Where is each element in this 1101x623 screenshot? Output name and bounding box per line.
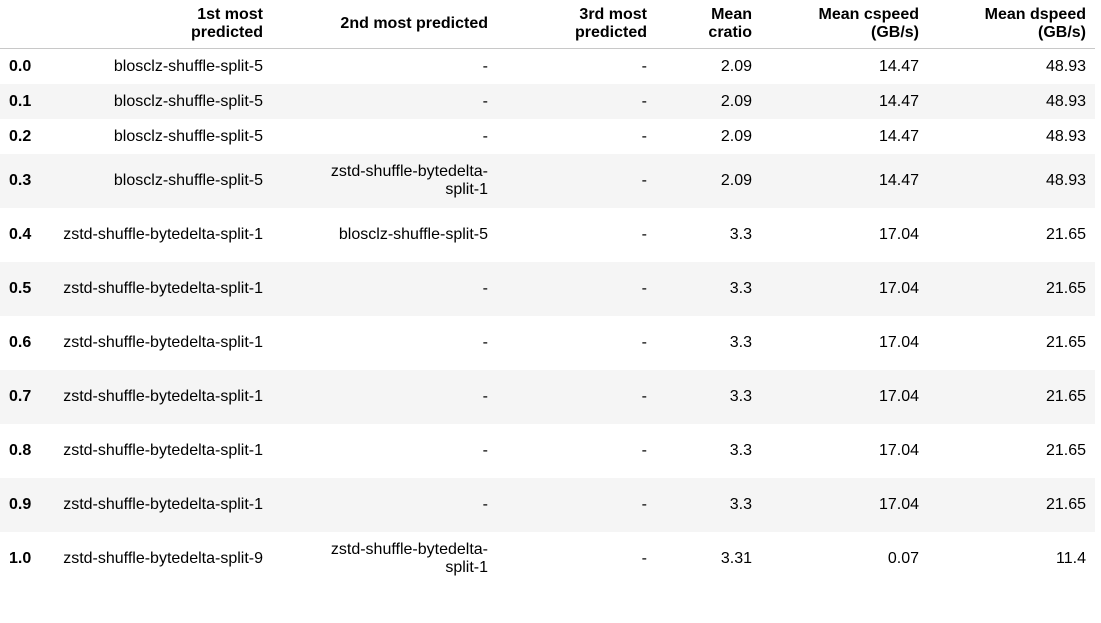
cell-dspeed: 48.93 [1045, 92, 1086, 110]
cell-1st: zstd-shuffle-bytedelta-split-1 [63, 226, 263, 243]
row-index: 0.6 [9, 334, 32, 351]
header-index [0, 0, 43, 49]
cell-1st: zstd-shuffle-bytedelta-split-1 [63, 280, 263, 297]
cell-2nd: - [482, 57, 488, 75]
table-row: 0.6 zstd-shuffle-bytedelta-split-1 - - 3… [0, 316, 1095, 370]
cell-1st: zstd-shuffle-bytedelta-split-1 [63, 496, 263, 513]
cell-cratio: 3.31 [720, 550, 752, 567]
cell-1st: blosclz-shuffle-split-5 [113, 92, 263, 110]
cell-cratio: 3.3 [729, 226, 752, 243]
cell-2nd: - [482, 334, 488, 351]
cell-cspeed: 17.04 [878, 388, 919, 405]
cell-cratio: 2.09 [720, 172, 752, 189]
row-index: 0.8 [9, 442, 32, 459]
cell-dspeed: 21.65 [1045, 388, 1086, 405]
cell-1st: zstd-shuffle-bytedelta-split-1 [63, 388, 263, 405]
cell-cspeed: 14.47 [878, 172, 919, 189]
cell-cspeed: 17.04 [878, 442, 919, 459]
cell-3rd: - [641, 442, 647, 459]
cell-3rd: - [641, 172, 647, 189]
cell-dspeed: 48.93 [1045, 57, 1086, 75]
cell-cspeed: 17.04 [878, 226, 919, 243]
cell-3rd: - [641, 280, 647, 297]
cell-cspeed: 17.04 [878, 280, 919, 297]
table-row: 0.8 zstd-shuffle-bytedelta-split-1 - - 3… [0, 424, 1095, 478]
header-mean-cspeed: Mean cspeed (GB/s) [761, 0, 928, 49]
cell-dspeed: 21.65 [1045, 280, 1086, 297]
cell-3rd: - [641, 334, 647, 351]
table-row: 0.0 blosclz-shuffle-split-5 - - 2.09 14.… [0, 48, 1095, 84]
cell-3rd: - [641, 226, 647, 243]
cell-cspeed: 17.04 [878, 334, 919, 351]
cell-cspeed: 17.04 [878, 496, 919, 513]
cell-3rd: - [641, 550, 647, 567]
cell-cratio: 2.09 [720, 92, 752, 110]
cell-2nd: - [482, 92, 488, 110]
table-row: 0.9 zstd-shuffle-bytedelta-split-1 - - 3… [0, 478, 1095, 532]
cell-2nd: - [482, 388, 488, 405]
cell-1st: blosclz-shuffle-split-5 [113, 127, 263, 145]
cell-cspeed: 0.07 [887, 550, 919, 567]
header-mean-cratio: Mean cratio [656, 0, 761, 49]
cell-dspeed: 21.65 [1045, 226, 1086, 243]
cell-dspeed: 21.65 [1045, 334, 1086, 351]
cell-2nd: - [482, 442, 488, 459]
table-body: 0.0 blosclz-shuffle-split-5 - - 2.09 14.… [0, 48, 1095, 586]
table-row: 0.3 blosclz-shuffle-split-5 zstd-shuffle… [0, 154, 1095, 208]
table-row: 0.7 zstd-shuffle-bytedelta-split-1 - - 3… [0, 370, 1095, 424]
cell-cratio: 3.3 [729, 334, 752, 351]
cell-cratio: 2.09 [720, 127, 752, 145]
cell-cratio: 3.3 [729, 442, 752, 459]
cell-2nd: - [482, 127, 488, 145]
cell-2nd: - [482, 280, 488, 297]
cell-cspeed: 14.47 [878, 127, 919, 145]
row-index: 0.5 [9, 280, 32, 297]
cell-cspeed: 14.47 [878, 92, 919, 110]
cell-1st: blosclz-shuffle-split-5 [113, 57, 263, 75]
cell-2nd: blosclz-shuffle-split-5 [338, 226, 488, 243]
cell-1st: zstd-shuffle-bytedelta-split-1 [63, 334, 263, 351]
table-row: 0.1 blosclz-shuffle-split-5 - - 2.09 14.… [0, 84, 1095, 119]
row-index: 0.0 [9, 57, 32, 75]
cell-dspeed: 11.4 [1056, 550, 1086, 567]
table-row: 1.0 zstd-shuffle-bytedelta-split-9 zstd-… [0, 532, 1095, 586]
table-row: 0.2 blosclz-shuffle-split-5 - - 2.09 14.… [0, 119, 1095, 154]
row-index: 0.7 [9, 388, 32, 405]
cell-3rd: - [641, 92, 647, 110]
cell-dspeed: 21.65 [1045, 442, 1086, 459]
table-header: 1st most predicted 2nd most predicted 3r… [0, 0, 1095, 49]
cell-cspeed: 14.47 [878, 57, 919, 75]
cell-3rd: - [641, 496, 647, 513]
cell-cratio: 2.09 [720, 57, 752, 75]
header-row: 1st most predicted 2nd most predicted 3r… [0, 0, 1095, 49]
row-index: 0.3 [9, 172, 32, 189]
dataframe-table: 1st most predicted 2nd most predicted 3r… [0, 0, 1095, 586]
cell-2nd: zstd-shuffle-bytedelta-split-1 [330, 163, 488, 198]
header-2nd-most-predicted: 2nd most predicted [272, 0, 497, 49]
header-mean-dspeed: Mean dspeed (GB/s) [928, 0, 1095, 49]
header-3rd-most-predicted: 3rd most predicted [497, 0, 656, 49]
cell-cratio: 3.3 [729, 280, 752, 297]
cell-dspeed: 48.93 [1045, 172, 1086, 189]
cell-2nd: - [482, 496, 488, 513]
row-index: 0.4 [9, 226, 32, 243]
table-row: 0.5 zstd-shuffle-bytedelta-split-1 - - 3… [0, 262, 1095, 316]
cell-2nd: zstd-shuffle-bytedelta-split-1 [330, 541, 488, 576]
header-1st-most-predicted: 1st most predicted [43, 0, 272, 49]
row-index: 1.0 [9, 550, 32, 567]
cell-dspeed: 21.65 [1045, 496, 1086, 513]
cell-cratio: 3.3 [729, 496, 752, 513]
row-index: 0.1 [9, 92, 32, 110]
row-index: 0.9 [9, 496, 32, 513]
cell-1st: blosclz-shuffle-split-5 [113, 172, 263, 189]
cell-1st: zstd-shuffle-bytedelta-split-9 [63, 550, 263, 567]
cell-dspeed: 48.93 [1045, 127, 1086, 145]
cell-3rd: - [641, 127, 647, 145]
table-row: 0.4 zstd-shuffle-bytedelta-split-1 blosc… [0, 208, 1095, 262]
cell-cratio: 3.3 [729, 388, 752, 405]
cell-1st: zstd-shuffle-bytedelta-split-1 [63, 442, 263, 459]
row-index: 0.2 [9, 127, 32, 145]
cell-3rd: - [641, 388, 647, 405]
cell-3rd: - [641, 57, 647, 75]
